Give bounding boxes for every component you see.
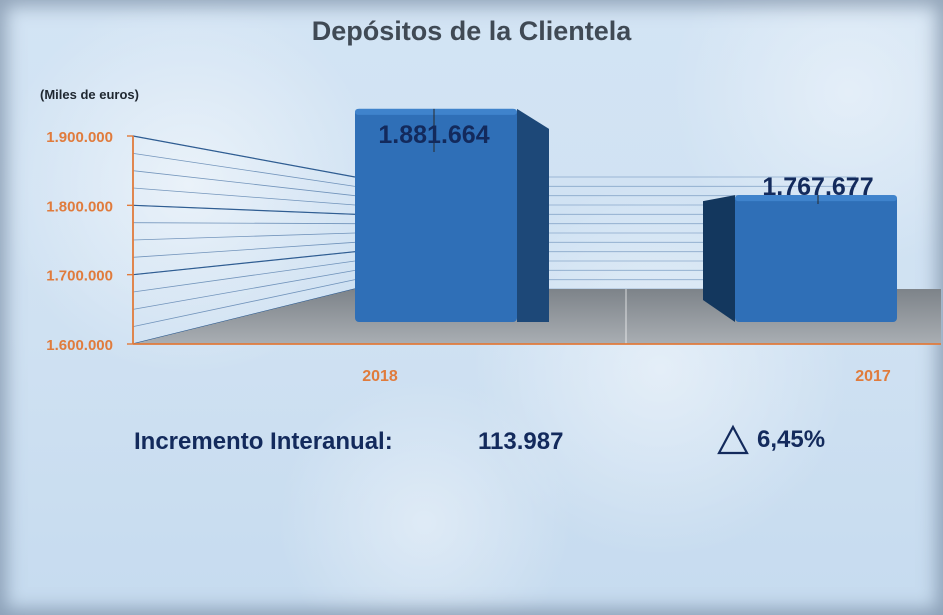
x-tick-label: 2018 bbox=[362, 368, 398, 385]
summary-value: 113.987 bbox=[478, 428, 564, 455]
bar-side-face bbox=[517, 108, 549, 322]
major-grid-line bbox=[132, 251, 356, 276]
side-grid-line bbox=[132, 260, 356, 293]
side-grid-line bbox=[132, 241, 356, 258]
data-label: 1.881.664 bbox=[378, 121, 489, 149]
bar-2018 bbox=[355, 108, 549, 322]
bar-top-face bbox=[355, 108, 517, 115]
bar-top-face bbox=[735, 195, 897, 202]
major-grid-line bbox=[132, 204, 356, 215]
summary-label: Incremento Interanual: bbox=[134, 428, 393, 455]
axes: 1.600.000 1.700.000 1.800.000 1.900.000 bbox=[46, 129, 941, 354]
data-label: 1.767.677 bbox=[762, 173, 873, 201]
triangle-up-outline-icon bbox=[717, 424, 749, 455]
y-axis-unit-label: (Miles de euros) bbox=[40, 87, 139, 102]
bar-front-face bbox=[735, 195, 897, 322]
y-tick-label: 1.900.000 bbox=[46, 129, 113, 146]
summary-percent: 6,45% bbox=[757, 426, 826, 453]
labels: 1.881.664 2018 1.767.677 2017 bbox=[362, 108, 891, 385]
side-grid-line bbox=[132, 269, 356, 310]
bars bbox=[355, 108, 897, 322]
side-grid-line bbox=[132, 279, 356, 328]
side-grid-line bbox=[132, 152, 356, 187]
bar-front-face bbox=[355, 108, 517, 322]
side-grid-line bbox=[132, 170, 356, 197]
y-tick-label: 1.600.000 bbox=[46, 337, 113, 354]
y-tick-label: 1.700.000 bbox=[46, 268, 113, 285]
y-tick-label: 1.800.000 bbox=[46, 198, 113, 215]
bar-side-face bbox=[703, 195, 735, 322]
side-grid-line bbox=[132, 187, 356, 206]
side-grid-line bbox=[132, 222, 356, 225]
x-tick-label: 2017 bbox=[855, 368, 891, 385]
bar-2017 bbox=[703, 195, 897, 322]
side-grid-line bbox=[132, 232, 356, 241]
chart-title: Depósitos de la Clientela bbox=[311, 16, 632, 46]
major-grid-line bbox=[132, 135, 356, 178]
